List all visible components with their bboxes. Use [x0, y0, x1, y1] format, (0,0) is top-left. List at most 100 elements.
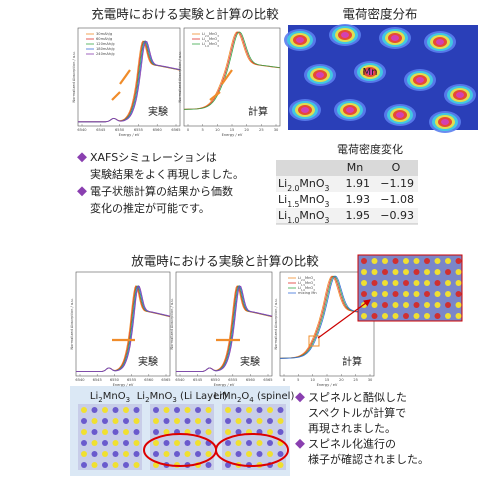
atom: [445, 258, 451, 264]
atom: [246, 451, 252, 457]
trend-arrow: [119, 69, 131, 85]
atom: [123, 462, 129, 468]
density-ring: [296, 37, 304, 43]
x-tick-label: 6560: [153, 128, 163, 132]
atom: [361, 280, 367, 286]
bullet-text: XAFSシミュレーションは: [90, 151, 217, 164]
trend-arrow: [209, 91, 221, 101]
atom: [184, 440, 191, 446]
atom: [424, 280, 430, 286]
structure-label-part: 3: [172, 396, 176, 404]
y-axis-label: Normalized Absorption / a.u.: [178, 51, 182, 102]
atom: [361, 291, 367, 297]
table-cell: −1.19: [380, 177, 414, 190]
atom: [413, 258, 420, 264]
legend-label-part: 1.0: [205, 44, 209, 48]
legend-label-part: 3: [313, 288, 315, 292]
legend-label-part: 3: [217, 34, 219, 38]
atom: [184, 407, 191, 413]
atom: [184, 451, 191, 457]
table-header-cell: Mn: [347, 161, 363, 174]
atom: [163, 418, 170, 424]
legend-label: Li1.0MnO3: [298, 286, 315, 292]
atom: [392, 291, 399, 297]
x-tick-label: 6550: [115, 128, 125, 132]
atom: [392, 302, 399, 308]
x-tick-label: 6565: [263, 378, 272, 382]
atom: [445, 291, 451, 297]
atom: [91, 407, 98, 413]
atom: [123, 407, 129, 413]
plot-frame: [175, 271, 273, 377]
atom: [225, 451, 231, 457]
x-tick-label: 6560: [246, 378, 256, 382]
atom: [424, 258, 430, 264]
bullet-text: スピネルと酷似した: [308, 391, 407, 404]
legend-label-part: 1.5: [301, 283, 305, 287]
atom: [205, 429, 212, 435]
atom: [455, 258, 462, 264]
atom: [112, 418, 119, 424]
x-tick-label: 6540: [77, 128, 87, 132]
x-tick-label: 25: [353, 378, 358, 382]
atom: [163, 407, 170, 413]
density-ring: [346, 107, 354, 113]
table-row-name-part: 3: [325, 184, 330, 193]
legend-label-part: MnO: [209, 37, 217, 41]
legend-label-part: Li: [202, 32, 205, 36]
atom: [133, 462, 140, 468]
atom: [205, 407, 212, 413]
table-row-name: Li1.5MnO3: [278, 193, 330, 209]
atom: [246, 418, 252, 424]
atom: [112, 451, 119, 457]
atom: [371, 269, 378, 275]
atom: [112, 407, 119, 413]
atom: [235, 451, 242, 457]
atom: [361, 258, 367, 264]
x-tick-label: 6565: [171, 128, 180, 132]
x-tick-label: 6565: [161, 378, 170, 382]
x-tick-label: 6545: [93, 378, 102, 382]
legend-label-part: MnO: [305, 276, 313, 280]
atom: [382, 269, 388, 275]
structure-label-part: O: [241, 391, 249, 402]
atom: [235, 440, 242, 446]
legend-label-part: MnO: [305, 286, 313, 290]
atom: [267, 429, 273, 435]
bullet-text: 再現されました。: [308, 422, 396, 435]
table-cell: −0.93: [380, 209, 414, 222]
density-ring: [396, 112, 404, 118]
crystal-image: [357, 254, 463, 322]
atom: [277, 429, 284, 435]
legend-label-part: 2.0: [301, 278, 305, 282]
atom: [81, 429, 87, 435]
legend-label-part: Li: [298, 281, 301, 285]
atom: [195, 429, 201, 435]
atom: [403, 302, 409, 308]
atom: [403, 313, 409, 319]
atom: [371, 280, 378, 286]
atom: [455, 313, 462, 319]
atom: [445, 313, 451, 319]
x-tick-label: 5: [202, 128, 204, 132]
table-row-name-part: 3: [325, 200, 330, 209]
x-tick-label: 30: [368, 378, 373, 382]
atom: [413, 313, 420, 319]
atom: [455, 269, 462, 275]
atom: [434, 280, 441, 286]
atom: [102, 440, 108, 446]
atom: [91, 418, 98, 424]
atom: [403, 291, 409, 297]
legend-label-part: 2.0: [205, 34, 209, 38]
atom: [361, 269, 367, 275]
atom: [445, 302, 451, 308]
atom: [91, 440, 98, 446]
atom: [195, 440, 201, 446]
x-axis-label: Energy / eV: [119, 133, 140, 137]
atom: [123, 429, 129, 435]
atom: [112, 462, 119, 468]
panel-label: 実験: [138, 355, 158, 368]
atom: [102, 429, 108, 435]
panel-label: 計算: [342, 355, 362, 368]
atom: [267, 407, 273, 413]
